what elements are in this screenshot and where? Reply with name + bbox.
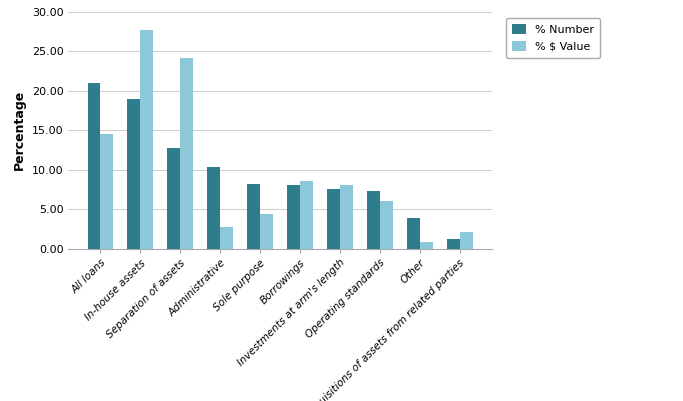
Bar [208,166,220,249]
Bar [300,181,313,249]
Bar [420,241,432,249]
Bar [167,148,180,249]
Bar [180,58,193,249]
Bar [380,201,393,249]
Bar [128,99,140,249]
Legend: % Number, % $ Value: % Number, % $ Value [506,18,600,58]
Bar [327,190,340,249]
Bar [260,214,273,249]
Bar [100,134,113,249]
Y-axis label: Percentage: Percentage [13,90,26,170]
Bar [340,185,352,249]
Bar [220,227,233,249]
Bar [460,232,473,249]
Bar [288,185,300,249]
Bar [140,30,153,249]
Bar [367,191,380,249]
Bar [247,184,260,249]
Bar [87,83,100,249]
Bar [447,239,460,249]
Bar [407,218,420,249]
